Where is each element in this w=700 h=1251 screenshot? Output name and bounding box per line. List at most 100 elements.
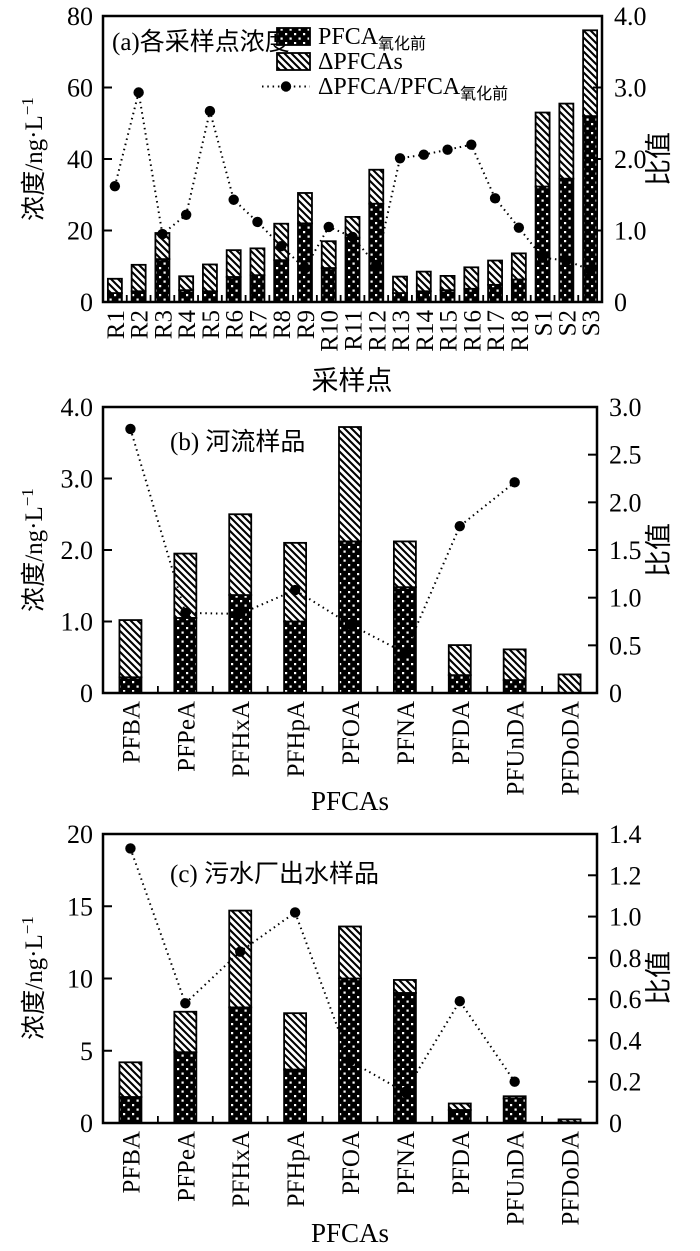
ratio-point	[513, 222, 525, 233]
x-tick-label-R4: R4	[174, 310, 201, 340]
bar-R18-delta	[510, 252, 527, 281]
bar-R7-base	[249, 274, 266, 303]
bar-R3-base	[154, 258, 171, 303]
x-tick-label-R14: R14	[412, 310, 439, 352]
y-axis-title-left: 浓度/ng·L−1	[18, 916, 48, 1040]
bar-R6-delta	[225, 249, 242, 278]
y-left-tick-label: 60	[67, 74, 93, 103]
panel-c-title: (c) 污水厂出水样品	[170, 860, 379, 888]
y-left-tick-label: 0	[80, 1109, 93, 1138]
bar-PFUnDA-delta	[502, 648, 527, 682]
bar-PFDA-delta	[447, 644, 472, 677]
x-tick-label-PFDoDA: PFDoDA	[558, 701, 585, 795]
bar-S2-delta	[558, 102, 575, 180]
y-right-tick-label: 0.6	[609, 985, 642, 1014]
x-tick-label-PFHxA: PFHxA	[228, 701, 255, 777]
x-tick-label-R5: R5	[198, 310, 225, 339]
bar-R13-base	[392, 292, 408, 303]
y-left-tick-label: 0	[80, 288, 93, 317]
bar-PFPeA-base	[173, 1051, 198, 1124]
bar-PFDA-delta	[447, 1102, 472, 1111]
ratio-point	[347, 231, 358, 243]
bar-R4-base	[178, 289, 195, 303]
ratio-point	[235, 608, 246, 620]
y-right-tick-label: 2.5	[609, 441, 642, 470]
bar-PFDA-base	[447, 1109, 472, 1124]
ratio-point	[418, 149, 429, 160]
ratio-point	[299, 263, 311, 274]
y-right-tick-label: 2.0	[609, 488, 642, 517]
ratio-point	[454, 996, 465, 1007]
y-right-tick-label: 1.2	[609, 861, 642, 890]
y-right-tick-label: 1.0	[614, 217, 647, 246]
x-tick-label-S3: S3	[578, 310, 605, 336]
bar-R7-delta	[249, 247, 266, 277]
bar-PFOA-base	[338, 540, 362, 694]
ratio-point	[125, 423, 136, 435]
y-axis-title-left: 浓度/ng·L−1	[18, 488, 48, 612]
ratio-point	[276, 241, 287, 252]
x-tick-label-R16: R16	[459, 310, 486, 352]
bar-PFBA-delta	[118, 1061, 143, 1098]
panel-a: 0 20 40 60 80 0 1.0 2.0 3.0 4.0 R1R2R3R4R5R6R7R8R9…	[18, 2, 674, 396]
bar-PFUnDA-base	[502, 1097, 527, 1124]
bar-R9-base	[297, 222, 313, 303]
bar-R15-delta	[439, 275, 456, 292]
bar-R14-delta	[415, 270, 432, 293]
x-tick-label-R10: R10	[317, 310, 344, 352]
bar-PFHpA-base	[283, 620, 308, 694]
x-tick-label-PFPeA: PFPeA	[173, 701, 200, 772]
bar-PFPeA-delta	[173, 1010, 198, 1054]
x-tick-label-PFBA: PFBA	[118, 1131, 145, 1194]
ratio-point	[561, 255, 572, 266]
x-tick-label-R3: R3	[150, 310, 177, 339]
bar-PFDoDA-delta	[557, 673, 582, 694]
x-axis-title: PFCAs	[311, 1218, 389, 1248]
ratio-point	[204, 105, 216, 117]
x-tick-label-R7: R7	[245, 310, 272, 339]
x-tick-label-PFHpA: PFHpA	[283, 1131, 310, 1207]
bar-PFHpA-delta	[283, 541, 308, 623]
y-left-tick-label: 40	[67, 145, 93, 174]
y-right-tick-label: 1.5	[609, 536, 642, 565]
ratio-point	[344, 1055, 356, 1067]
x-tick-label-PFDoDA: PFDoDA	[558, 1131, 585, 1225]
bar-PFHxA-base	[228, 1006, 253, 1124]
x-tick-label-R15: R15	[436, 310, 463, 352]
bar-S1-delta	[534, 111, 551, 188]
bar-R1-delta	[106, 277, 123, 294]
y-left-tick-label: 5	[80, 1037, 93, 1066]
bar-PFNA-base	[392, 586, 417, 694]
y-right-tick-label: 0	[614, 288, 627, 317]
bar-PFHxA-delta	[228, 513, 253, 596]
bar-R10-delta	[320, 240, 337, 269]
bar-R2-base	[130, 290, 147, 303]
x-tick-label-PFPeA: PFPeA	[173, 1131, 200, 1202]
bar-PFBA-base	[118, 1096, 143, 1124]
y-right-tick-label: 2.0	[614, 145, 647, 174]
y-axis-title-right: 比值	[644, 132, 674, 186]
ratio-point	[537, 252, 548, 263]
y-right-tick-label: 3.0	[614, 74, 647, 103]
ratio-point	[489, 193, 501, 204]
bar-PFOA-delta	[338, 426, 362, 543]
ratio-point	[180, 209, 192, 220]
bar-PFNA-base	[392, 992, 417, 1124]
x-tick-label-R6: R6	[222, 310, 249, 339]
bar-R10-base	[320, 267, 337, 303]
bar-R16-base	[463, 287, 480, 303]
y-axis-title-right: 比值	[644, 523, 674, 577]
y-axis-title-left: 浓度/ng·L−1	[18, 97, 48, 221]
x-tick-label-PFOA: PFOA	[338, 701, 365, 765]
bar-S1-base	[534, 185, 551, 303]
bar-R14-base	[415, 290, 432, 303]
y-right-tick-label: 0.2	[609, 1068, 642, 1097]
bar-PFNA-delta	[392, 979, 417, 994]
x-axis-title: PFCAs	[311, 786, 389, 816]
ratio-point	[180, 607, 191, 619]
bar-PFDA-base	[447, 674, 472, 694]
panel-a-title: (a)各采样点浓度	[112, 28, 290, 56]
y-left-tick-label: 80	[67, 2, 93, 31]
bar-PFHpA-delta	[283, 1012, 308, 1071]
ratio-point	[454, 520, 465, 532]
